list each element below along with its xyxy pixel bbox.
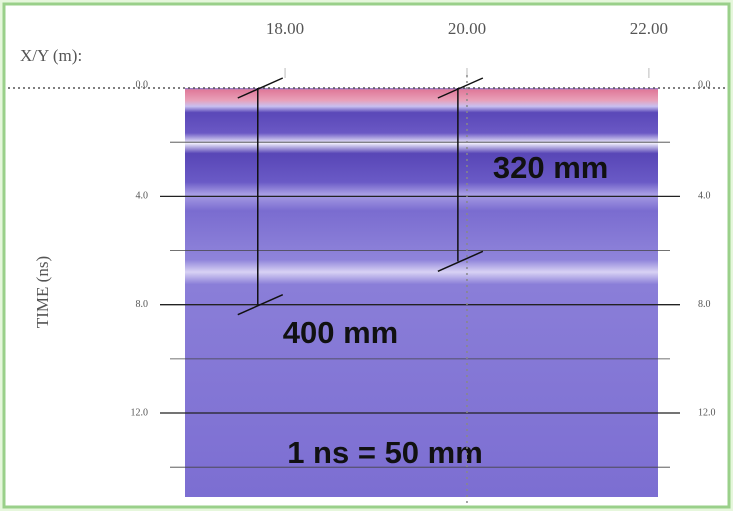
y-tick-label: 8.0 xyxy=(136,299,149,310)
y-axis-label: TIME (ns) xyxy=(33,256,52,328)
y-tick-label: 0.0 xyxy=(136,79,149,90)
measurement-cap xyxy=(237,294,284,316)
radargram-image xyxy=(185,88,658,497)
measurement-label: 320 mm xyxy=(493,150,608,185)
y-tick-label-right: 0.0 xyxy=(698,79,711,90)
note: 1 ns = 50 mm xyxy=(287,435,483,470)
y-tick-label-right: 12.0 xyxy=(698,407,716,418)
measurement-label: 400 mm xyxy=(283,315,398,350)
y-tick-label: 12.0 xyxy=(131,407,149,418)
x-tick-label: 20.00 xyxy=(448,19,486,38)
x-axis-label: X/Y (m): xyxy=(20,46,82,65)
measurement-cap xyxy=(237,77,284,99)
measurement-cap xyxy=(437,77,484,99)
y-tick-label-right: 4.0 xyxy=(698,191,711,202)
y-tick-label-right: 8.0 xyxy=(698,299,711,310)
x-tick-label: 18.00 xyxy=(266,19,304,38)
measurement-cap xyxy=(437,250,484,273)
x-tick-label: 22.00 xyxy=(630,19,668,38)
y-tick-label: 4.0 xyxy=(136,191,149,202)
